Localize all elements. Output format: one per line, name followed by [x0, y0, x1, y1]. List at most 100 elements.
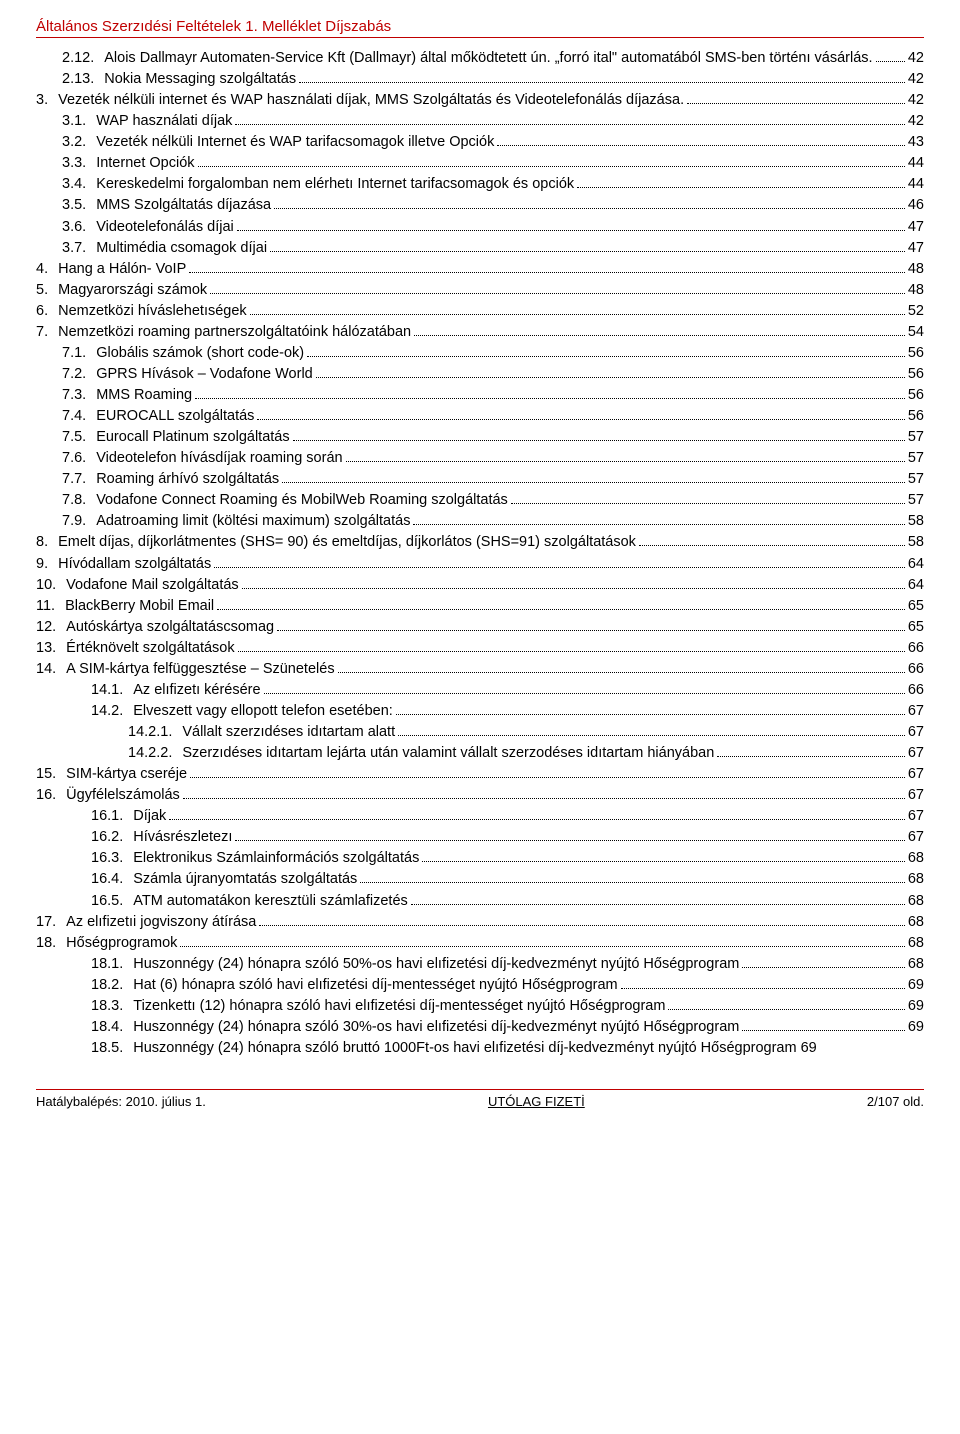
- toc-number: 12.: [36, 617, 66, 638]
- toc-page: 56: [908, 406, 924, 427]
- toc-label: BlackBerry Mobil Email: [65, 596, 214, 617]
- toc-page: 69: [908, 996, 924, 1017]
- toc-leader: [195, 385, 905, 399]
- toc-label: WAP használati díjak: [96, 111, 232, 132]
- toc-leader: [293, 427, 905, 441]
- toc-label: Adatroaming limit (költési maximum) szol…: [96, 511, 410, 532]
- toc-number: 2.12.: [62, 48, 104, 69]
- toc-leader: [621, 975, 905, 989]
- toc-leader: [270, 238, 905, 252]
- toc-number: 7.4.: [62, 406, 96, 427]
- toc-number: 18.5.: [91, 1038, 133, 1059]
- toc-page: 64: [908, 575, 924, 596]
- toc-entry: 6.Nemzetközi híváslehetıségek52: [36, 301, 924, 322]
- toc-label: Nokia Messaging szolgáltatás: [104, 69, 296, 90]
- toc-leader: [338, 659, 905, 673]
- toc-label: Tizenkettı (12) hónapra szóló havi elıfi…: [133, 996, 665, 1017]
- toc-page: 52: [908, 301, 924, 322]
- toc-leader: [210, 280, 905, 294]
- toc-leader: [257, 406, 904, 420]
- toc-number: 7.3.: [62, 385, 96, 406]
- toc-number: 18.: [36, 933, 66, 954]
- toc-number: 8.: [36, 532, 58, 553]
- toc-number: 16.2.: [91, 827, 133, 848]
- toc-page: 67: [908, 827, 924, 848]
- toc-leader: [214, 554, 905, 568]
- toc-entry: 18.1.Huszonnégy (24) hónapra szóló 50%-o…: [36, 954, 924, 975]
- toc-page: 44: [908, 153, 924, 174]
- toc-entry: 3.Vezeték nélküli internet és WAP haszná…: [36, 90, 924, 111]
- toc-page: 56: [908, 364, 924, 385]
- toc-page: 69: [908, 975, 924, 996]
- toc-label: Nemzetközi híváslehetıségek: [58, 301, 247, 322]
- toc-number: 7.7.: [62, 469, 96, 490]
- toc-entry: 8.Emelt díjas, díjkorlátmentes (SHS= 90)…: [36, 532, 924, 553]
- toc-page: 57: [908, 448, 924, 469]
- toc-leader: [346, 448, 905, 462]
- toc-number: 7.8.: [62, 490, 96, 511]
- toc-page: 58: [908, 532, 924, 553]
- toc-page: 66: [908, 680, 924, 701]
- toc-number: 3.5.: [62, 195, 96, 216]
- toc-label: Autóskártya szolgáltatáscsomag: [66, 617, 274, 638]
- toc-leader: [307, 343, 905, 357]
- toc-entry: 3.4.Kereskedelmi forgalomban nem elérhet…: [36, 174, 924, 195]
- toc-leader: [577, 174, 905, 188]
- toc-leader: [242, 575, 905, 589]
- toc-entry: 5.Magyarországi számok48: [36, 280, 924, 301]
- toc-label: Vezeték nélküli Internet és WAP tarifacs…: [96, 132, 494, 153]
- toc-entry: 7.5.Eurocall Platinum szolgáltatás57: [36, 427, 924, 448]
- toc-label: Globális számok (short code-ok): [96, 343, 304, 364]
- toc-number: 3.4.: [62, 174, 96, 195]
- toc-number: 14.1.: [91, 680, 133, 701]
- toc-leader: [183, 785, 905, 799]
- toc-entry: 16.1.Díjak67: [36, 806, 924, 827]
- toc-entry: 3.1.WAP használati díjak42: [36, 111, 924, 132]
- toc-label: Alois Dallmayr Automaten-Service Kft (Da…: [104, 48, 872, 69]
- toc-page: 65: [908, 596, 924, 617]
- toc-entry: 7.6.Videotelefon hívásdíjak roaming sorá…: [36, 448, 924, 469]
- toc-number: 16.1.: [91, 806, 133, 827]
- toc-number: 17.: [36, 912, 66, 933]
- toc-entry: 17.Az elıfizetıi jogviszony átírása68: [36, 912, 924, 933]
- toc-leader: [282, 469, 905, 483]
- toc-page: 48: [908, 280, 924, 301]
- toc-entry: 16.4.Számla újranyomtatás szolgáltatás68: [36, 869, 924, 890]
- toc-number: 18.3.: [91, 996, 133, 1017]
- toc-number: 2.13.: [62, 69, 104, 90]
- toc-page: 54: [908, 322, 924, 343]
- toc-leader: [742, 1017, 905, 1031]
- toc-leader: [413, 511, 904, 525]
- toc-number: 10.: [36, 575, 66, 596]
- toc-label: Vezeték nélküli internet és WAP használa…: [58, 90, 684, 111]
- toc-number: 4.: [36, 259, 58, 280]
- toc-page: 65: [908, 617, 924, 638]
- toc-page: 42: [908, 48, 924, 69]
- toc-label: Elveszett vagy ellopott telefon esetében…: [133, 701, 393, 722]
- toc-label: A SIM-kártya felfüggesztése – Szünetelés: [66, 659, 334, 680]
- toc-number: 3.7.: [62, 238, 96, 259]
- toc-number: 15.: [36, 764, 66, 785]
- toc-label: Hőségprogramok: [66, 933, 177, 954]
- toc-number: 18.1.: [91, 954, 133, 975]
- toc-entry: 16.Ügyfélelszámolás67: [36, 785, 924, 806]
- toc-leader: [511, 490, 905, 504]
- footer-left: Hatálybalépés: 2010. július 1.: [36, 1094, 206, 1109]
- toc-number: 18.2.: [91, 975, 133, 996]
- toc-page: 67: [908, 701, 924, 722]
- toc-leader: [259, 912, 904, 926]
- toc-entry: 4.Hang a Hálón- VoIP48: [36, 259, 924, 280]
- toc-number: 14.2.: [91, 701, 133, 722]
- toc-number: 3.: [36, 90, 58, 111]
- toc-label: Számla újranyomtatás szolgáltatás: [133, 869, 357, 890]
- toc-page: 56: [908, 385, 924, 406]
- toc-label: Nemzetközi roaming partnerszolgáltatóink…: [58, 322, 411, 343]
- toc-number: 18.4.: [91, 1017, 133, 1038]
- toc-page: 42: [908, 111, 924, 132]
- toc-entry: 3.7.Multimédia csomagok díjai47: [36, 238, 924, 259]
- toc-number: 16.: [36, 785, 66, 806]
- toc-entry: 15.SIM-kártya cseréje67: [36, 764, 924, 785]
- toc-leader: [316, 364, 905, 378]
- toc-entry: 18.Hőségprogramok68: [36, 933, 924, 954]
- toc-page: 44: [908, 174, 924, 195]
